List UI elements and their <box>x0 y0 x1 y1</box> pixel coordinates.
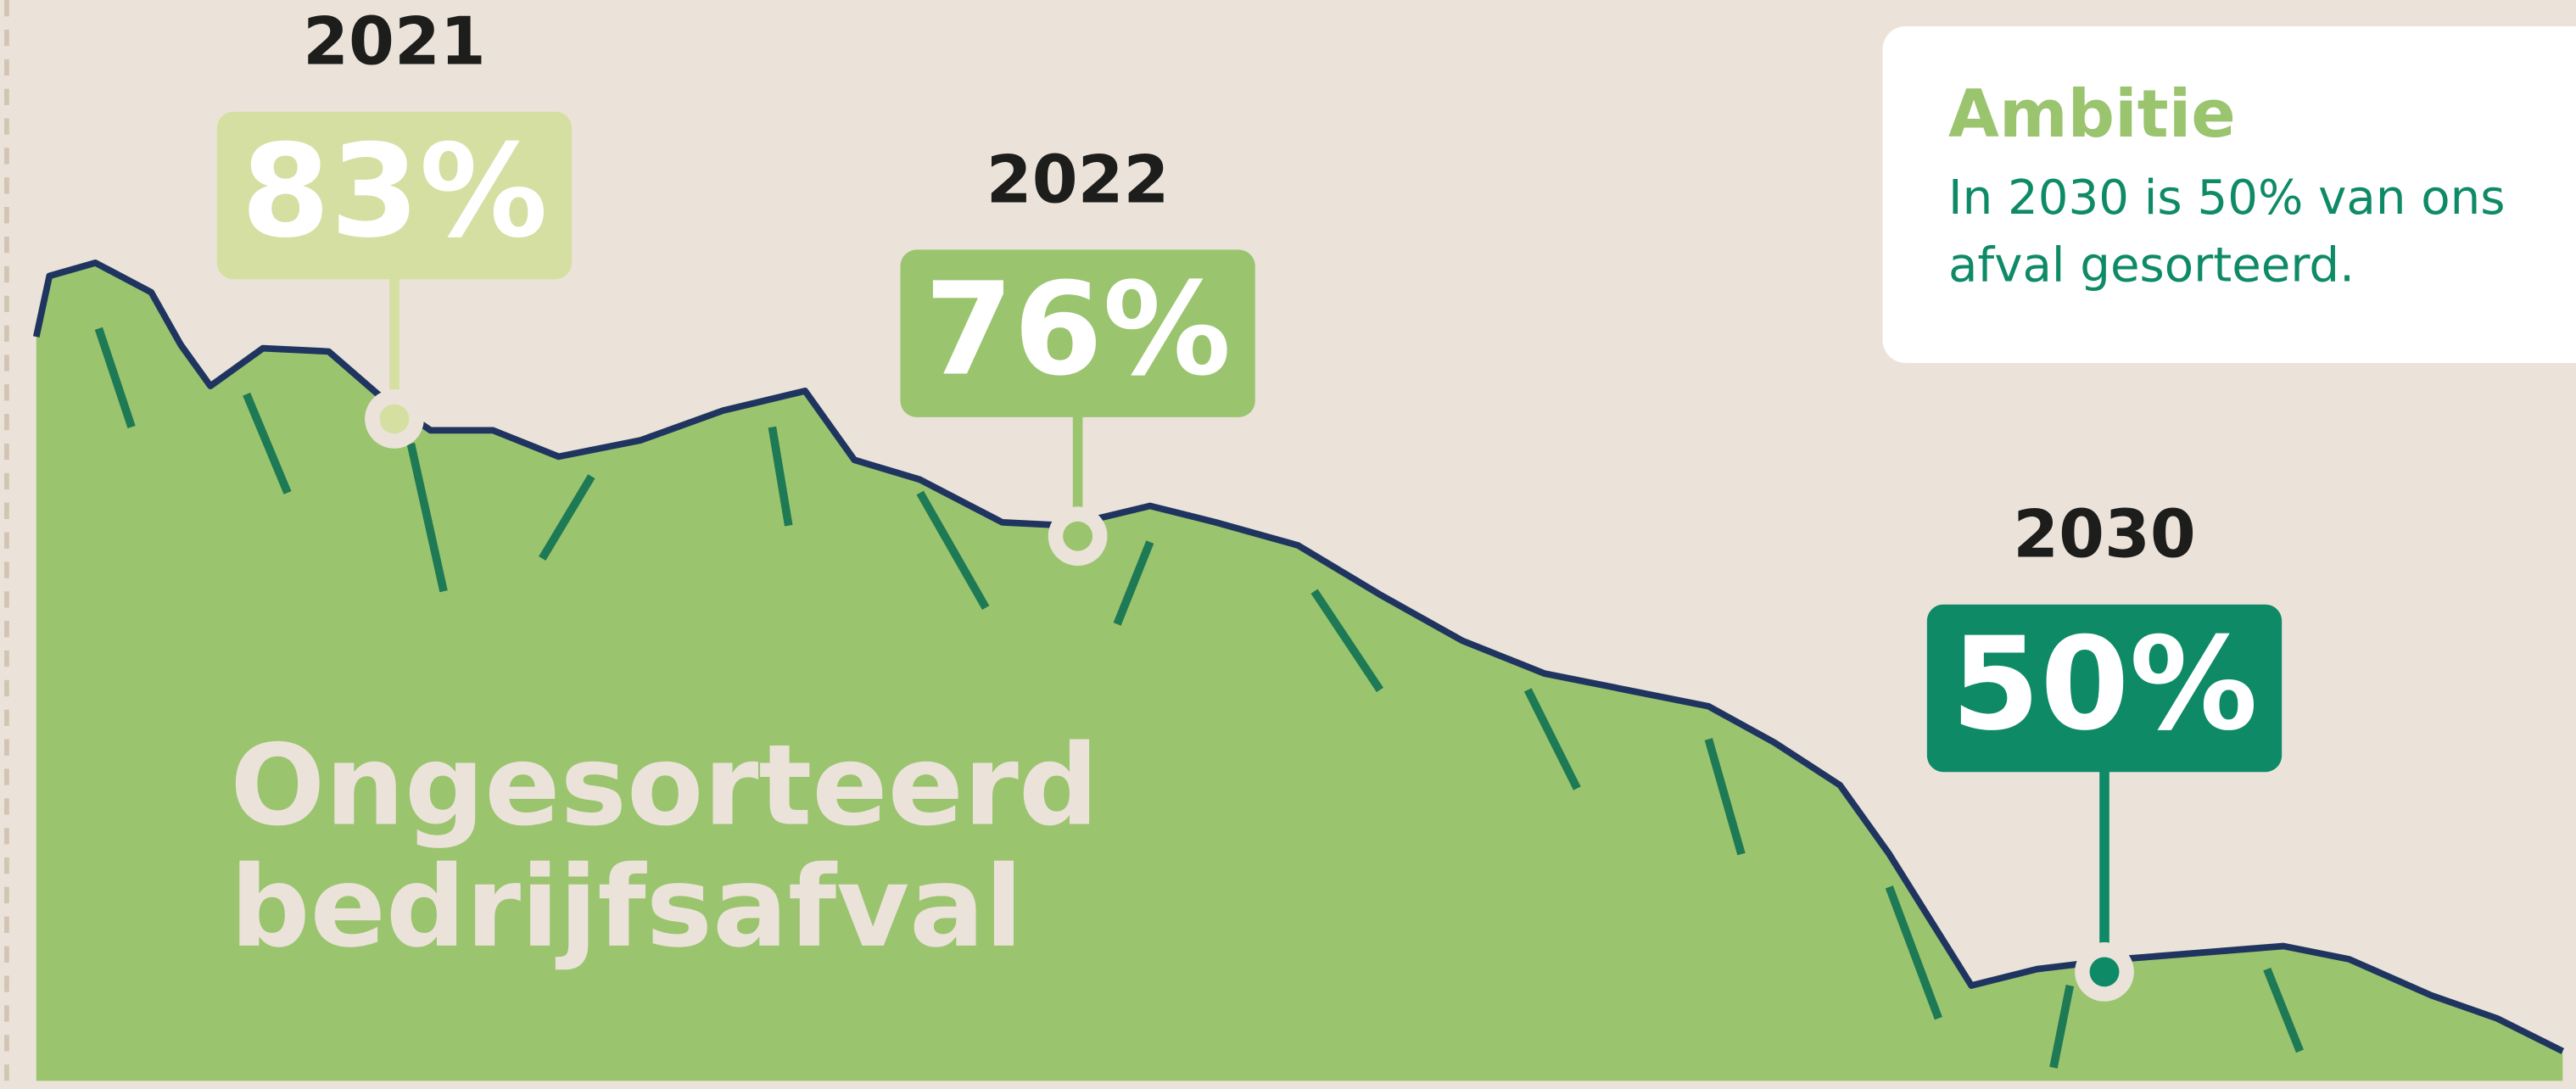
callout-box <box>900 249 1255 417</box>
year-label: 2030 <box>2013 497 2196 573</box>
callout-box <box>1926 604 2283 773</box>
year-label: 2021 <box>303 4 486 81</box>
data-point <box>1063 521 1093 551</box>
data-point <box>2089 957 2120 987</box>
bag-shading <box>94 327 2304 1069</box>
area-label: bedrijfsafval <box>230 843 1023 973</box>
year-label: 2022 <box>986 142 1170 218</box>
data-point <box>379 404 410 434</box>
waste-hill <box>36 262 2563 1081</box>
value-label: 76% <box>925 254 1232 404</box>
ambition-text: afval gesorteerd. <box>1948 237 2355 293</box>
value-label: 83% <box>241 117 548 266</box>
ambition-title: Ambitie <box>1948 76 2236 153</box>
ambition-text: In 2030 is 50% van ons <box>1948 170 2505 226</box>
ambition-box <box>1882 25 2576 363</box>
area-label: Ongesorteerd <box>230 722 1098 852</box>
value-label: 50% <box>1951 610 2258 759</box>
callout-box <box>216 111 573 280</box>
